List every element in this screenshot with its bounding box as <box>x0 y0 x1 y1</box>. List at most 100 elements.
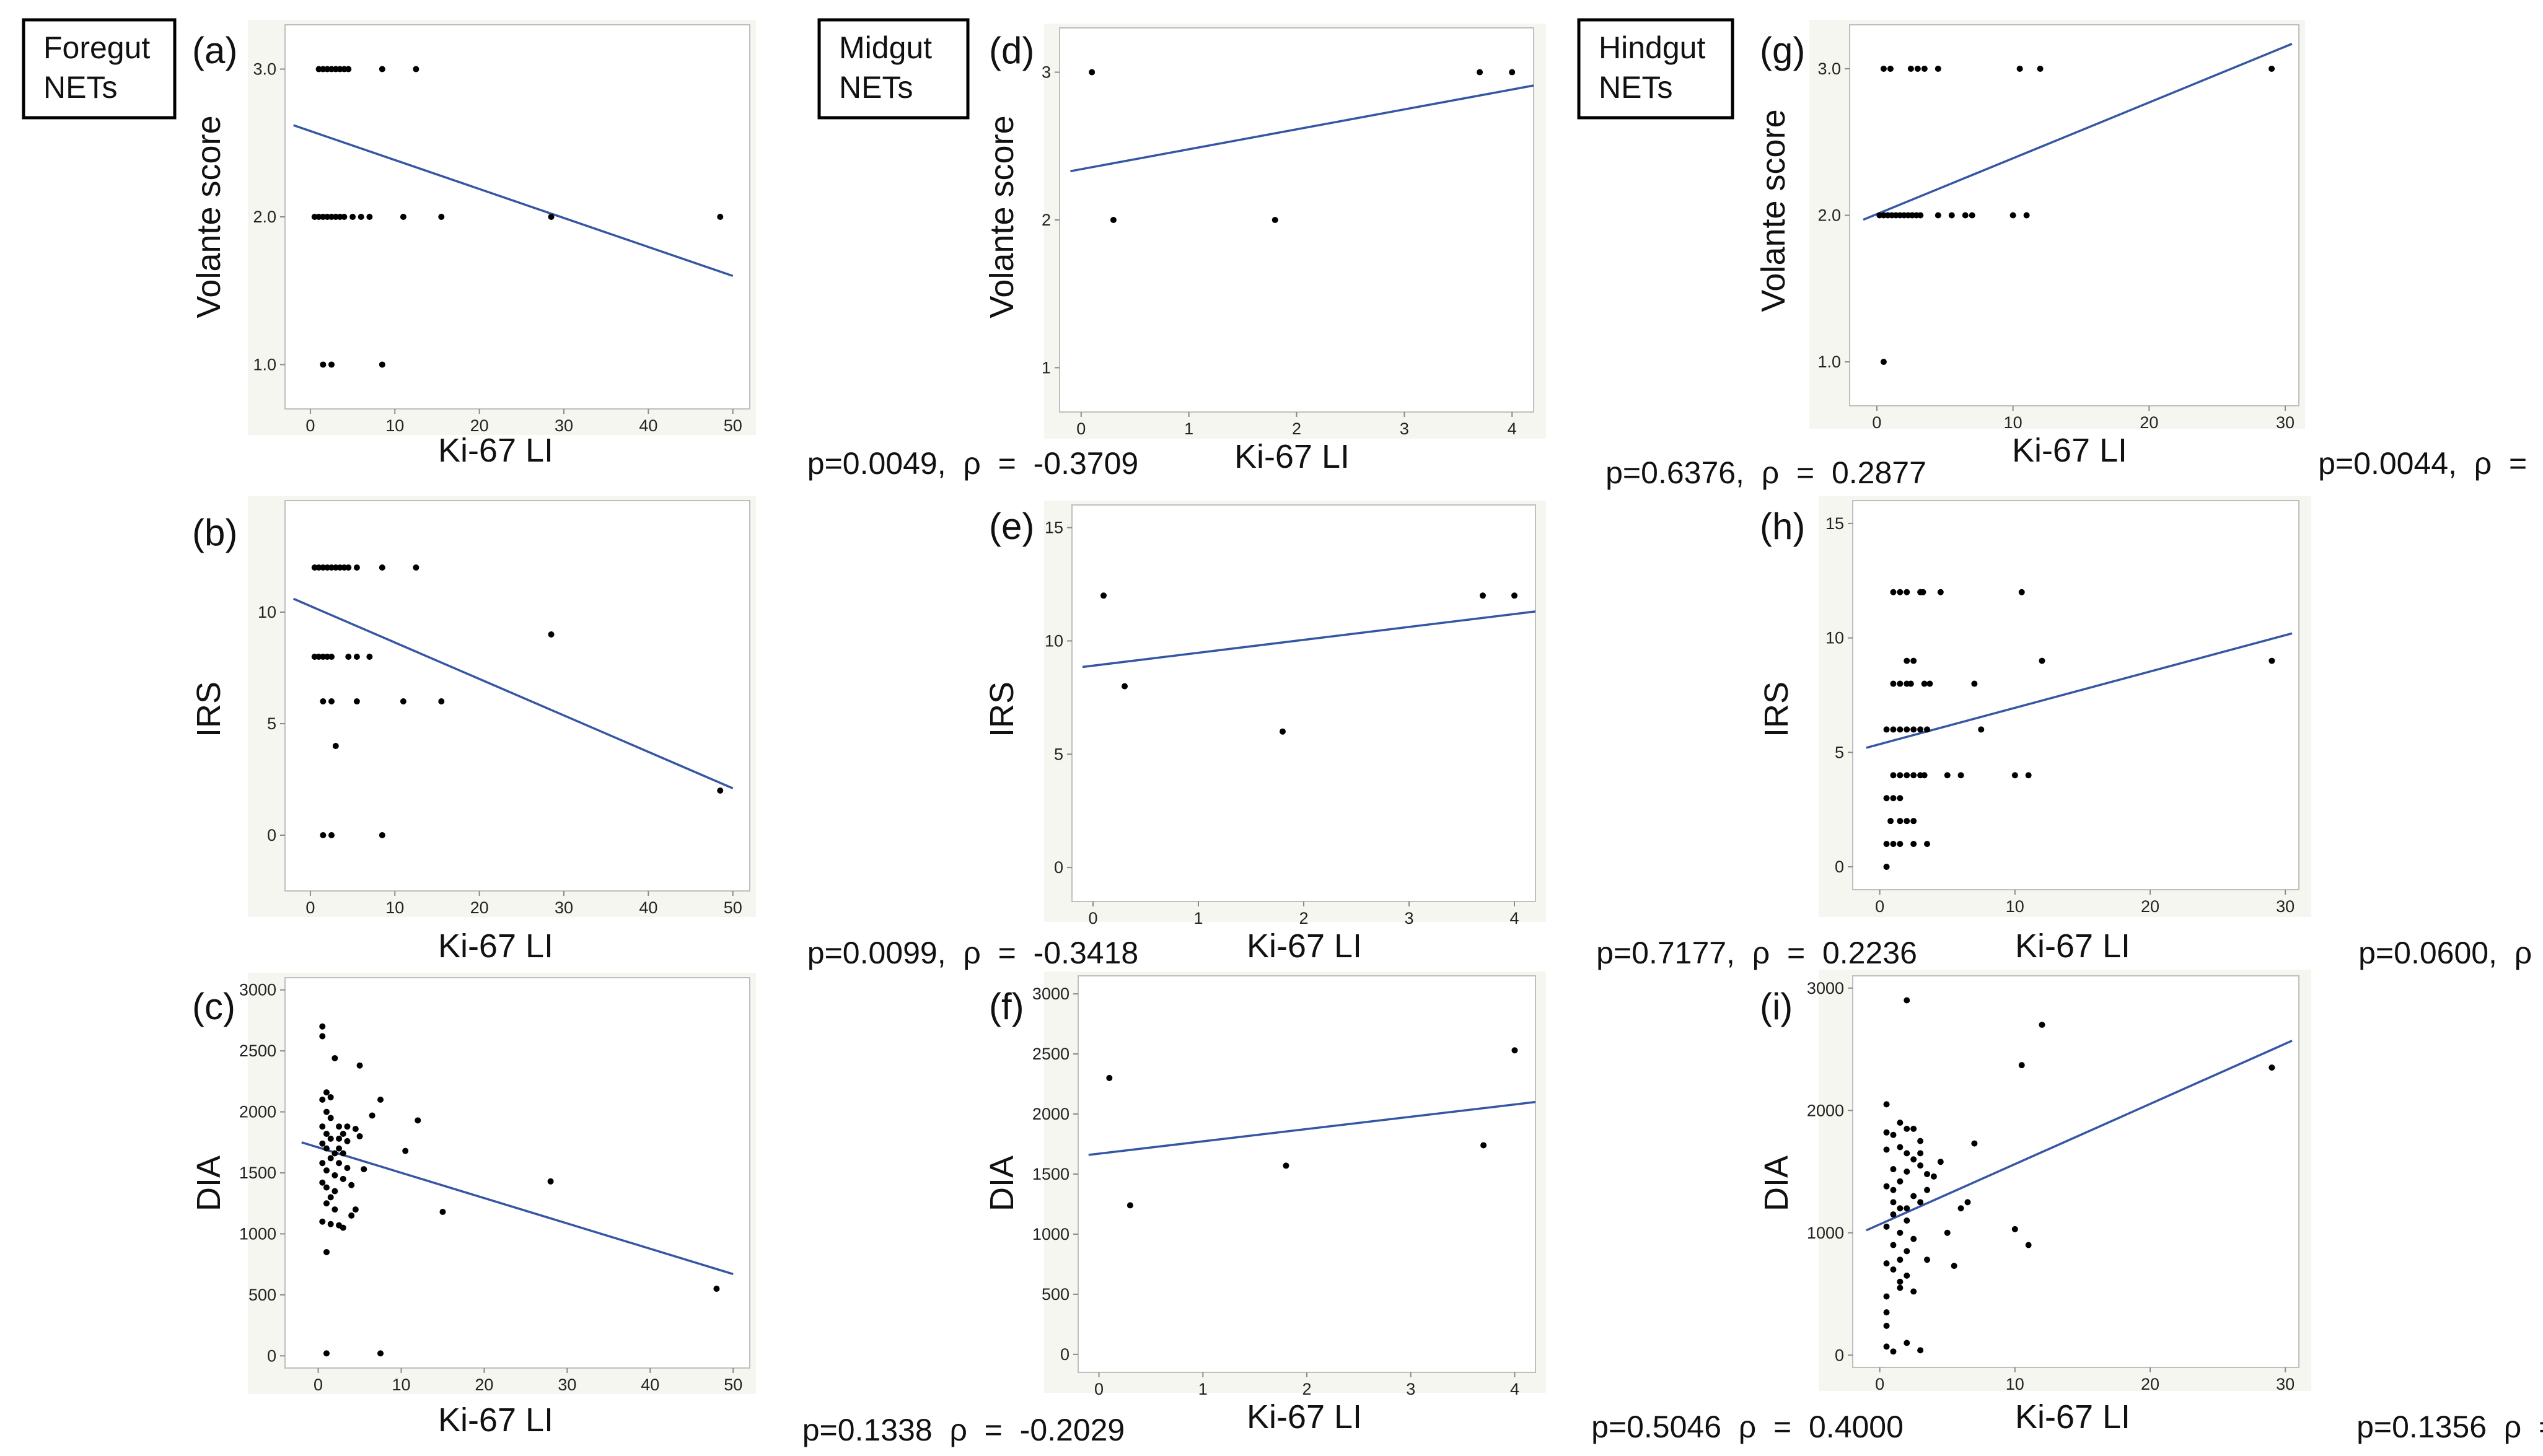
x-tick-label: 4 <box>1508 419 1517 438</box>
data-point <box>320 698 327 704</box>
x-tick-label: 10 <box>385 898 404 917</box>
x-tick-label: 30 <box>2276 1375 2295 1393</box>
correlation-stats: p=0.1338 ρ = -0.2029 <box>802 1413 1125 1447</box>
x-tick-label: 30 <box>2276 897 2295 916</box>
data-point <box>352 1206 359 1213</box>
x-tick-label: 20 <box>470 416 489 435</box>
data-point <box>438 214 445 220</box>
data-point <box>344 1165 351 1172</box>
data-point <box>1480 1142 1487 1149</box>
data-point <box>379 361 385 368</box>
panel-d: 0 1 2 3 4 1 2 3 (d) Volante score Ki-67 LI p=0.6376… <box>983 24 1926 490</box>
data-point <box>332 1150 338 1157</box>
panel-h: 0 10 20 30 0 5 10 15 (h) IRS Ki-67 LI p=0.0600, ρ =… <box>1758 496 2543 970</box>
data-point <box>353 564 360 571</box>
data-point <box>332 1172 338 1178</box>
data-point <box>1924 1186 1930 1193</box>
data-point <box>332 1055 338 1061</box>
data-point <box>400 698 406 704</box>
group-midgut-line2: NETs <box>839 70 913 105</box>
data-point <box>340 1131 346 1137</box>
data-point <box>1122 683 1128 690</box>
x-tick-label: 40 <box>639 898 657 917</box>
y-tick-label: 2000 <box>239 1103 276 1121</box>
data-point <box>1897 772 1904 779</box>
data-point <box>1948 212 1955 219</box>
data-point <box>413 66 419 72</box>
panel-c: 0 10 20 30 40 50050010001500200025003000(c)DI… <box>190 973 1125 1447</box>
data-point <box>1890 589 1897 595</box>
data-point <box>1910 818 1917 825</box>
regression-line <box>1082 610 1536 669</box>
x-tick-label: 30 <box>555 898 573 917</box>
data-point <box>1883 1309 1890 1316</box>
panel-letter: (b) <box>192 512 237 553</box>
x-tick-label: 40 <box>639 416 657 435</box>
data-point <box>1897 1178 1904 1185</box>
data-point <box>1890 1242 1897 1248</box>
y-axis-title: Volante score <box>1755 109 1792 312</box>
data-point <box>1883 726 1890 733</box>
data-point <box>1904 1125 1910 1132</box>
x-tick-label: 1 <box>1193 909 1203 928</box>
data-point <box>1978 726 1985 733</box>
data-point <box>400 214 406 220</box>
y-tick-label: 1500 <box>1032 1165 1069 1183</box>
data-point <box>323 1200 330 1207</box>
data-point <box>547 1178 554 1185</box>
data-point <box>713 1286 720 1292</box>
data-point <box>336 1123 343 1130</box>
data-point <box>1944 772 1951 779</box>
data-point <box>348 1212 355 1219</box>
y-tick-label: 3.0 <box>253 60 276 79</box>
y-axis-title: Volante score <box>983 115 1021 318</box>
x-tick-label: 1 <box>1184 419 1193 438</box>
y-tick-label: 2 <box>1042 211 1051 229</box>
data-point <box>1897 680 1904 687</box>
data-point <box>328 361 335 368</box>
x-tick-label: 0 <box>1872 413 1881 432</box>
panel-letter: (g) <box>1760 30 1805 71</box>
y-tick-label: 0 <box>267 826 276 844</box>
data-point <box>319 1123 326 1130</box>
data-point <box>319 1218 326 1225</box>
x-tick-label: 10 <box>2004 413 2023 432</box>
data-point <box>1280 728 1286 735</box>
data-point <box>352 1126 359 1133</box>
plot-area <box>1852 500 2299 890</box>
data-point <box>1921 772 1928 779</box>
regression-line <box>1070 84 1534 173</box>
data-point <box>340 1150 346 1157</box>
data-point <box>1917 1162 1924 1169</box>
data-point <box>1897 1144 1904 1151</box>
x-tick-label: 50 <box>724 898 742 917</box>
x-axis-title: Ki-67 LI <box>2015 1398 2130 1436</box>
data-point <box>1921 65 1928 72</box>
x-tick-label: 20 <box>470 898 489 917</box>
correlation-stats: p=0.0049, ρ = -0.3709 <box>807 446 1138 481</box>
data-point <box>1904 1272 1910 1279</box>
data-point <box>341 214 348 220</box>
group-foregut-line1: Foregut <box>43 30 150 65</box>
x-tick-label: 0 <box>314 1375 323 1394</box>
data-point <box>319 1096 326 1103</box>
y-tick-label: 1 <box>1042 358 1051 377</box>
data-point <box>1917 1150 1924 1157</box>
data-point <box>1937 589 1944 595</box>
x-tick-label: 50 <box>724 416 742 435</box>
data-point <box>1910 726 1917 733</box>
x-tick-label: 0 <box>1088 909 1097 928</box>
data-point <box>320 361 327 368</box>
y-tick-label: 15 <box>1045 519 1063 537</box>
regression-line <box>293 124 734 278</box>
data-point <box>2009 212 2016 219</box>
y-tick-label: 3000 <box>239 981 276 999</box>
data-point <box>1890 1211 1897 1218</box>
data-point <box>319 1023 326 1030</box>
data-point <box>336 1160 343 1167</box>
y-tick-label: 0 <box>267 1346 276 1365</box>
y-tick-label: 0 <box>1835 857 1844 876</box>
x-tick-label: 1 <box>1198 1380 1208 1398</box>
x-tick-label: 4 <box>1509 909 1519 928</box>
plot-area <box>1849 24 2299 406</box>
